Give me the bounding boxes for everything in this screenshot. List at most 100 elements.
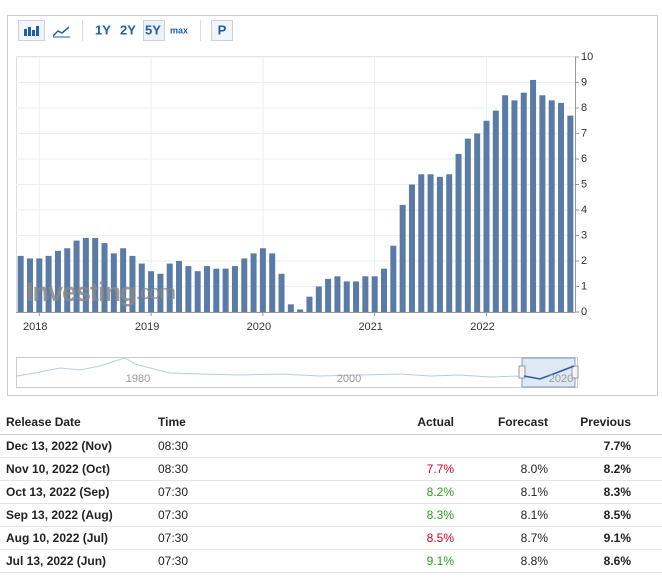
table-cell: Dec 13, 2022 (Nov) (6, 439, 113, 453)
x-tick-label: 2021 (358, 321, 382, 333)
range-button[interactable]: 2Y (120, 22, 136, 37)
bar (110, 253, 117, 312)
table-cell: 08:30 (158, 462, 189, 476)
bar (511, 100, 518, 312)
table-cell: 07:30 (158, 531, 189, 545)
table-cell: 8.3% (426, 508, 454, 522)
header-cell: Previous (580, 415, 631, 429)
history-table: Release Date Time Actual Forecast Previous De… (0, 408, 662, 573)
table-row: Oct 13, 2022 (Sep) 07:30 8.2% 8.1% 8.3% (0, 481, 662, 504)
table-cell: 7.7% (603, 439, 631, 453)
table-cell: Oct 13, 2022 (Sep) (6, 485, 110, 499)
bar (418, 174, 425, 312)
y-tick-label: 10 (581, 51, 593, 63)
table-cell: Jul 13, 2022 (Jun) (6, 554, 107, 568)
bar (36, 258, 43, 312)
table-cell: 9.1% (426, 554, 454, 568)
range-button[interactable]: max (170, 25, 188, 35)
table-cell: 07:30 (158, 554, 189, 568)
bar (325, 278, 332, 312)
bar (558, 102, 565, 313)
bar (492, 110, 499, 312)
bar (315, 286, 322, 312)
y-tick-label: 8 (581, 102, 587, 114)
bar (259, 248, 266, 312)
bar (446, 174, 453, 312)
p-button-box (211, 20, 233, 41)
bar (287, 304, 294, 312)
bar (520, 92, 527, 312)
table-row: Jul 13, 2022 (Jun) 07:30 9.1% 8.8% 8.6% (0, 550, 662, 573)
bar (343, 281, 350, 312)
navigator-label: 2000 (337, 373, 361, 385)
table-cell: 8.5% (603, 508, 631, 522)
navigator-handle[interactable] (571, 365, 579, 379)
watermark: Investing.com (26, 277, 175, 307)
bar (138, 263, 145, 312)
p-button[interactable]: P (218, 22, 227, 37)
table-row: Aug 10, 2022 (Jul) 07:30 8.5% 8.7% 9.1% (0, 527, 662, 550)
watermark-brand: Investing (26, 277, 136, 307)
table-cell: 8.7% (520, 531, 548, 545)
table-cell: 8.6% (603, 554, 631, 568)
bar-icon-button[interactable] (18, 20, 45, 41)
bar (17, 255, 24, 312)
bar (241, 258, 248, 312)
y-tick-label: 4 (581, 204, 587, 216)
bar (269, 253, 276, 312)
range-button[interactable]: 5Y (145, 22, 161, 37)
bar (408, 184, 415, 312)
bar (436, 176, 443, 312)
header-cell: Release Date (6, 415, 81, 429)
header-cell: Forecast (497, 415, 548, 429)
table-row: Dec 13, 2022 (Nov) 08:30 7.7% (0, 435, 662, 458)
bar (548, 100, 555, 312)
bar (231, 266, 238, 312)
table-cell: 8.2% (603, 462, 631, 476)
bar (306, 296, 313, 312)
range-button[interactable]: 1Y (95, 22, 111, 37)
table-header: Release Date Time Actual Forecast Previous (0, 408, 662, 435)
bar (213, 268, 220, 312)
table-cell: 8.5% (426, 531, 454, 545)
bar (567, 115, 574, 313)
bar (427, 174, 434, 312)
bar (390, 245, 397, 312)
bar (185, 266, 192, 312)
navigator-selection[interactable] (521, 357, 576, 388)
bar (483, 120, 490, 312)
header-cell: Actual (417, 415, 454, 429)
bar (464, 138, 471, 312)
y-tick-label: 1 (581, 280, 587, 292)
navigator-label: 1980 (126, 373, 150, 385)
y-tick-label: 0 (581, 306, 587, 318)
header-cell: Time (158, 415, 186, 429)
bar (334, 276, 341, 312)
table-cell: 8.8% (520, 554, 548, 568)
bar (120, 248, 127, 312)
y-tick-label: 6 (581, 153, 587, 165)
x-tick-label: 2018 (23, 321, 47, 333)
bar (64, 248, 71, 312)
navigator-frame (16, 357, 578, 388)
table-cell: Sep 13, 2022 (Aug) (6, 508, 113, 522)
bar (129, 255, 136, 312)
bar (26, 258, 33, 312)
navigator-line (16, 357, 577, 379)
table-cell: 08:30 (158, 439, 189, 453)
line-icon-button[interactable] (52, 26, 70, 38)
bar (381, 268, 388, 312)
bar (222, 268, 229, 312)
table-cell: 7.7% (426, 462, 454, 476)
y-tick-label: 5 (581, 178, 587, 190)
bar (362, 276, 369, 312)
chart-widget: P 1Y 2Y 5Y max 0 1 2 3 4 5 6 7 8 9 10 2018 2019 2020 2021 2… (7, 15, 658, 396)
bar (297, 309, 304, 312)
bar (539, 95, 546, 312)
y-tick-label: 7 (581, 127, 587, 139)
bar (54, 250, 61, 312)
table-cell: 07:30 (158, 508, 189, 522)
bar (502, 95, 509, 312)
bar (474, 133, 481, 312)
navigator-handle[interactable] (518, 365, 526, 379)
